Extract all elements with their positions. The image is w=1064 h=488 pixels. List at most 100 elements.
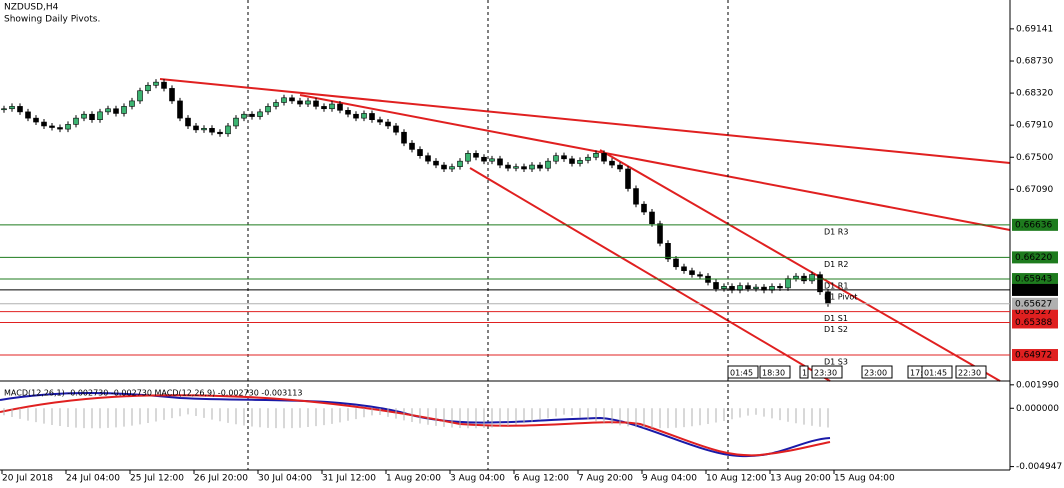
candle <box>681 266 687 271</box>
x-tick-label: 10 Aug 12:00 <box>706 474 767 484</box>
candle <box>457 160 463 167</box>
candle <box>185 117 191 127</box>
candle <box>305 100 311 105</box>
candle <box>297 100 303 105</box>
candle <box>257 111 263 117</box>
candle <box>465 153 471 162</box>
time-box <box>921 365 953 379</box>
candle <box>33 117 39 123</box>
pivot-level-name: D1 S3 <box>824 358 848 367</box>
x-tick-label: 20 Jul 2018 <box>2 474 53 484</box>
candle <box>561 155 567 160</box>
price-label-box <box>1012 218 1058 231</box>
candle <box>753 286 759 289</box>
price-label-box <box>1012 283 1058 296</box>
candle <box>233 117 239 127</box>
candle <box>345 110 351 115</box>
price-label: 0.65527 <box>1015 307 1052 317</box>
time-box-label: 1 <box>802 369 807 378</box>
period-separators <box>247 0 729 470</box>
candle <box>521 166 527 170</box>
x-tick-label: 6 Aug 12:00 <box>514 474 569 484</box>
candle <box>81 113 87 119</box>
candle <box>65 124 71 130</box>
price-label: 0.66636 <box>1015 220 1052 230</box>
price-label: 0.66220 <box>1015 253 1052 263</box>
candle <box>241 113 247 119</box>
candle <box>201 128 207 131</box>
candle <box>113 108 119 114</box>
candle <box>689 270 695 275</box>
candle <box>361 113 367 119</box>
candle <box>289 97 295 102</box>
candle <box>505 164 511 169</box>
candle <box>721 286 727 289</box>
y-tick-label: 0.68730 <box>1016 57 1053 67</box>
candle <box>569 158 575 164</box>
candle <box>369 113 375 120</box>
candle <box>609 160 615 166</box>
candle <box>177 100 183 119</box>
candle <box>809 274 815 282</box>
x-tick-label: 9 Aug 04:00 <box>642 474 697 484</box>
price-label: 0.65804 <box>1015 285 1052 295</box>
candle <box>41 121 47 127</box>
candle <box>121 106 127 114</box>
y-tick-label: 0.69141 <box>1016 24 1053 34</box>
x-tick-label: 15 Aug 04:00 <box>834 474 895 484</box>
candle <box>777 286 783 289</box>
candle <box>1 108 7 111</box>
candle <box>105 108 111 113</box>
candle <box>633 188 639 205</box>
candle <box>225 125 231 135</box>
candle <box>785 278 791 289</box>
x-tick-label: 24 Jul 04:00 <box>66 474 120 484</box>
candle <box>745 285 751 289</box>
candle <box>489 158 495 162</box>
candle <box>73 117 79 125</box>
candle <box>153 81 159 86</box>
price-label: 0.65388 <box>1015 318 1052 328</box>
candle <box>481 156 487 162</box>
candle <box>273 102 279 107</box>
candle <box>553 155 559 162</box>
pivot-level-name: D1 S1 <box>824 314 848 323</box>
candle <box>9 106 15 110</box>
price-label: 0.65943 <box>1015 275 1052 285</box>
candle <box>313 100 319 107</box>
candle <box>129 100 135 107</box>
x-tick-label: 13 Aug 20:00 <box>770 474 831 484</box>
trend-lines <box>159 78 1011 382</box>
candle <box>649 211 655 225</box>
candle <box>321 106 327 110</box>
candle <box>473 153 479 158</box>
time-box <box>799 365 809 379</box>
candle <box>265 106 271 113</box>
candle <box>697 274 703 277</box>
x-tick-label: 26 Jul 20:00 <box>194 474 248 484</box>
macd-title: MACD(12,26,1) -0.002730 -0.002730 MACD(1… <box>4 389 302 398</box>
time-box-label: 01:45 <box>924 369 947 378</box>
candle <box>57 127 63 130</box>
candle <box>417 149 423 156</box>
x-tick-label: 1 Aug 20:00 <box>386 474 441 484</box>
x-tick-label: 31 Jul 12:00 <box>322 474 376 484</box>
x-tick-label: 3 Aug 04:00 <box>450 474 505 484</box>
candle <box>625 168 631 189</box>
candle <box>641 203 647 213</box>
price-label-box <box>1012 297 1058 310</box>
candle <box>25 111 31 119</box>
price-label-box <box>1012 251 1058 264</box>
candle <box>617 164 623 170</box>
candle <box>97 111 103 120</box>
pivot-level-name: D1 Pivot <box>824 292 857 301</box>
price-label-box <box>1012 273 1058 286</box>
candle <box>577 160 583 164</box>
x-tick-label: 25 Jul 12:00 <box>130 474 184 484</box>
time-box <box>811 365 843 379</box>
candle <box>161 81 167 89</box>
y-tick-label: 0.67090 <box>1016 185 1053 195</box>
candle <box>137 90 143 102</box>
candle <box>145 84 151 92</box>
